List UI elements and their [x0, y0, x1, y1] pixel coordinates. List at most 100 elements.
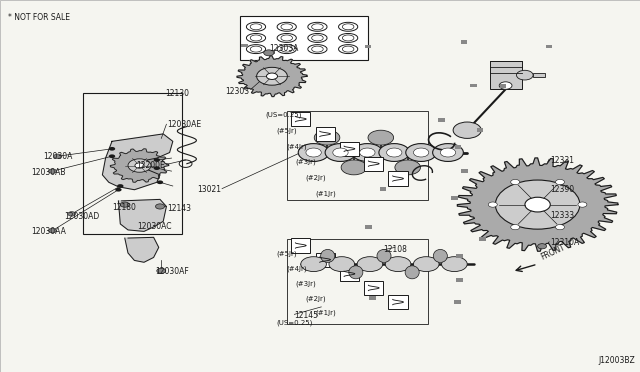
Circle shape: [325, 144, 356, 161]
Bar: [241, 44, 248, 47]
Circle shape: [368, 130, 394, 145]
Bar: [456, 254, 463, 258]
Bar: [287, 111, 428, 200]
Polygon shape: [118, 199, 166, 231]
Text: (#5Jr): (#5Jr): [276, 250, 297, 257]
Circle shape: [257, 67, 287, 85]
Bar: [240, 16, 368, 60]
Bar: [438, 118, 445, 122]
Circle shape: [49, 169, 56, 173]
Circle shape: [556, 225, 564, 230]
Circle shape: [352, 144, 383, 161]
Text: 12030AB: 12030AB: [31, 169, 65, 177]
Circle shape: [357, 257, 383, 272]
Circle shape: [314, 130, 340, 145]
Text: 12143: 12143: [168, 204, 192, 213]
Circle shape: [341, 160, 367, 175]
Ellipse shape: [405, 266, 419, 279]
Text: 12331: 12331: [550, 156, 575, 165]
Text: (#4Jr): (#4Jr): [286, 265, 307, 272]
Ellipse shape: [349, 266, 363, 279]
Circle shape: [360, 148, 375, 157]
Circle shape: [306, 148, 321, 157]
Circle shape: [516, 70, 533, 80]
Text: 12030AE: 12030AE: [168, 120, 202, 129]
Circle shape: [109, 154, 115, 158]
Text: (US=0.25): (US=0.25): [266, 111, 302, 118]
Circle shape: [156, 204, 164, 209]
Bar: [83, 93, 182, 234]
Bar: [316, 127, 335, 141]
Bar: [380, 187, 386, 191]
Bar: [490, 61, 522, 89]
Text: 12333: 12333: [550, 211, 575, 220]
Circle shape: [440, 148, 456, 157]
Circle shape: [128, 159, 151, 172]
Text: (US=0.25): (US=0.25): [276, 320, 313, 326]
Circle shape: [525, 197, 550, 212]
Text: 12108: 12108: [383, 245, 406, 254]
Bar: [388, 171, 408, 186]
Circle shape: [264, 50, 274, 56]
Bar: [451, 196, 458, 200]
Circle shape: [511, 225, 520, 230]
Ellipse shape: [321, 249, 335, 263]
Bar: [316, 253, 335, 267]
Text: (#1Jr): (#1Jr): [315, 190, 335, 197]
Text: * NOT FOR SALE: * NOT FOR SALE: [8, 13, 70, 22]
Circle shape: [578, 202, 587, 207]
Circle shape: [511, 179, 520, 185]
Text: 12130: 12130: [165, 89, 189, 98]
Polygon shape: [237, 56, 307, 97]
Circle shape: [453, 122, 481, 138]
Text: FRONT: FRONT: [539, 243, 566, 262]
Text: 12303: 12303: [225, 87, 250, 96]
Text: (#3Jr): (#3Jr): [296, 280, 316, 287]
Circle shape: [157, 180, 163, 184]
Bar: [533, 73, 545, 77]
Circle shape: [379, 144, 410, 161]
Circle shape: [538, 244, 547, 249]
Text: (#5Jr): (#5Jr): [276, 128, 297, 134]
Bar: [365, 45, 371, 48]
Circle shape: [488, 202, 497, 207]
Bar: [477, 128, 483, 132]
Circle shape: [556, 179, 564, 185]
Circle shape: [115, 188, 122, 192]
Circle shape: [329, 257, 355, 272]
Circle shape: [154, 158, 160, 162]
Text: J12003BZ: J12003BZ: [598, 356, 635, 365]
Bar: [291, 112, 310, 126]
Polygon shape: [102, 134, 173, 190]
Bar: [340, 142, 359, 156]
Circle shape: [301, 257, 326, 272]
Text: 12030AD: 12030AD: [64, 212, 99, 221]
Circle shape: [298, 144, 329, 161]
Text: 12030A: 12030A: [44, 153, 73, 161]
Bar: [454, 300, 461, 304]
Ellipse shape: [377, 249, 391, 263]
Bar: [461, 169, 468, 173]
Text: (#1Jr): (#1Jr): [315, 310, 335, 317]
Circle shape: [499, 82, 512, 89]
Text: 12180: 12180: [112, 203, 136, 212]
Text: 12030AF: 12030AF: [156, 267, 189, 276]
Ellipse shape: [433, 249, 447, 263]
Text: (#2Jr): (#2Jr): [305, 174, 326, 181]
Circle shape: [135, 163, 144, 168]
Bar: [470, 84, 477, 87]
Text: 12310A: 12310A: [550, 238, 580, 247]
Circle shape: [68, 212, 76, 216]
Polygon shape: [125, 237, 159, 262]
Text: (#4Jr): (#4Jr): [286, 143, 307, 150]
Text: 12303A: 12303A: [269, 44, 298, 53]
Bar: [479, 237, 486, 241]
Circle shape: [54, 154, 61, 158]
Bar: [546, 45, 552, 48]
Text: (#2Jr): (#2Jr): [305, 295, 326, 302]
Bar: [500, 84, 506, 88]
Circle shape: [413, 257, 439, 272]
Bar: [388, 295, 408, 309]
Bar: [369, 296, 376, 300]
Circle shape: [120, 202, 129, 207]
